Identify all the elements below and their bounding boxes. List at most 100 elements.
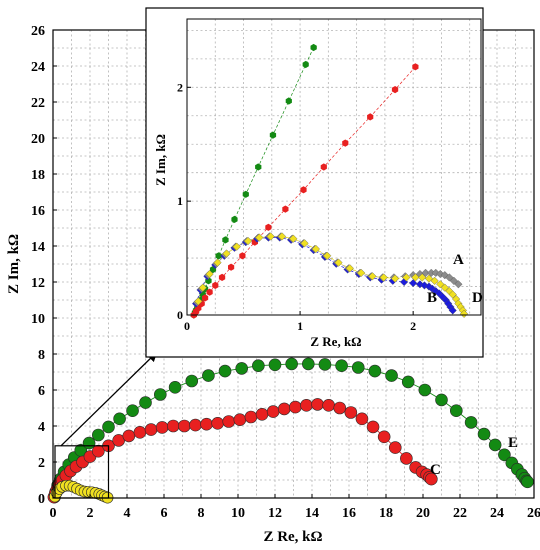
data-point	[228, 263, 235, 271]
data-point	[222, 236, 229, 244]
data-point	[268, 358, 282, 372]
data-point	[425, 472, 438, 486]
data-point	[344, 406, 358, 419]
data-point	[342, 139, 349, 147]
y-tick-label: 1	[177, 194, 183, 208]
data-point	[233, 413, 247, 427]
data-point	[311, 244, 320, 254]
data-point	[202, 294, 209, 302]
data-point	[379, 273, 388, 282]
data-point	[285, 357, 298, 371]
data-point	[412, 63, 419, 71]
data-point	[418, 383, 432, 397]
plot-area	[187, 19, 481, 315]
data-point	[454, 280, 463, 289]
x-tick-label: 22	[453, 506, 467, 521]
x-tick-label: 0	[184, 319, 190, 333]
zoom-annotation	[54, 351, 158, 499]
zoom-arrow	[60, 351, 158, 447]
data-point	[239, 252, 246, 260]
data-point	[231, 215, 238, 223]
y-tick-label: 0	[177, 308, 183, 322]
x-tick-label: 12	[268, 506, 282, 521]
curve-label-c: C	[430, 462, 441, 478]
curve-label-d: D	[472, 290, 483, 306]
data-point	[198, 283, 207, 292]
data-point	[213, 258, 222, 267]
data-point	[289, 400, 302, 414]
x-tick-label: 6	[161, 506, 168, 521]
data-point	[477, 427, 491, 441]
data-point	[185, 374, 199, 388]
y-tick-label: 2	[177, 80, 183, 94]
data-point	[222, 415, 236, 428]
data-point	[385, 369, 398, 382]
data-point	[282, 205, 289, 213]
data-point	[255, 163, 262, 171]
data-point	[424, 282, 434, 291]
data-point	[155, 421, 169, 434]
y-tick-label: 16	[31, 204, 45, 219]
x-tick-label: 16	[342, 506, 356, 521]
x-tick-label: 2	[87, 506, 94, 521]
data-point	[440, 271, 449, 280]
data-point	[431, 287, 440, 296]
series-d-points	[194, 232, 469, 318]
data-point	[357, 268, 366, 277]
data-point	[430, 276, 439, 285]
data-point	[102, 420, 115, 434]
data-point	[488, 438, 502, 452]
data-point	[421, 268, 430, 277]
y-tick-label: 6	[38, 384, 45, 399]
curve-label-b: B	[427, 290, 437, 306]
data-point	[436, 280, 445, 289]
data-point	[420, 281, 429, 290]
data-point	[205, 269, 214, 279]
data-point	[211, 416, 224, 430]
data-point	[448, 290, 457, 299]
data-point	[300, 398, 313, 412]
y-tick-label: 14	[31, 240, 45, 255]
y-tick-label: 26	[31, 24, 45, 39]
data-point	[322, 398, 335, 412]
y-tick-label: 0	[38, 492, 45, 507]
data-point	[351, 361, 365, 374]
data-point	[366, 420, 380, 434]
y-axis-label: Z Im, kΩ	[153, 134, 168, 186]
data-point	[333, 401, 347, 415]
data-point	[334, 258, 343, 267]
data-point	[355, 412, 369, 426]
data-point	[215, 252, 222, 260]
x-tick-label: 8	[198, 506, 205, 521]
data-point	[277, 232, 287, 241]
data-point	[206, 288, 213, 296]
data-point	[194, 297, 203, 306]
data-point	[235, 362, 248, 375]
data-point	[166, 419, 180, 433]
x-tick-label: 4	[124, 506, 131, 521]
data-point	[311, 398, 324, 411]
data-point	[449, 404, 463, 418]
y-tick-label: 20	[31, 132, 45, 147]
plot-frame	[186, 18, 482, 316]
data-point	[265, 223, 272, 231]
data-point	[144, 423, 158, 436]
data-point	[459, 309, 469, 318]
x-tick-labels: 0 1 2	[184, 311, 416, 333]
data-point	[244, 410, 258, 424]
y-tick-label: 2	[38, 456, 45, 471]
x-axis-label: Z Re, kΩ	[310, 334, 361, 349]
data-point	[448, 306, 457, 315]
x-tick-label: 10	[231, 506, 245, 521]
data-point	[424, 274, 434, 283]
data-point	[431, 268, 440, 277]
y-tick-label: 10	[31, 312, 45, 327]
data-point	[320, 163, 327, 171]
data-point	[269, 131, 277, 139]
data-point	[202, 369, 215, 382]
data-point	[409, 279, 418, 288]
data-point	[521, 475, 534, 489]
data-point	[367, 113, 374, 121]
data-point	[255, 407, 269, 421]
